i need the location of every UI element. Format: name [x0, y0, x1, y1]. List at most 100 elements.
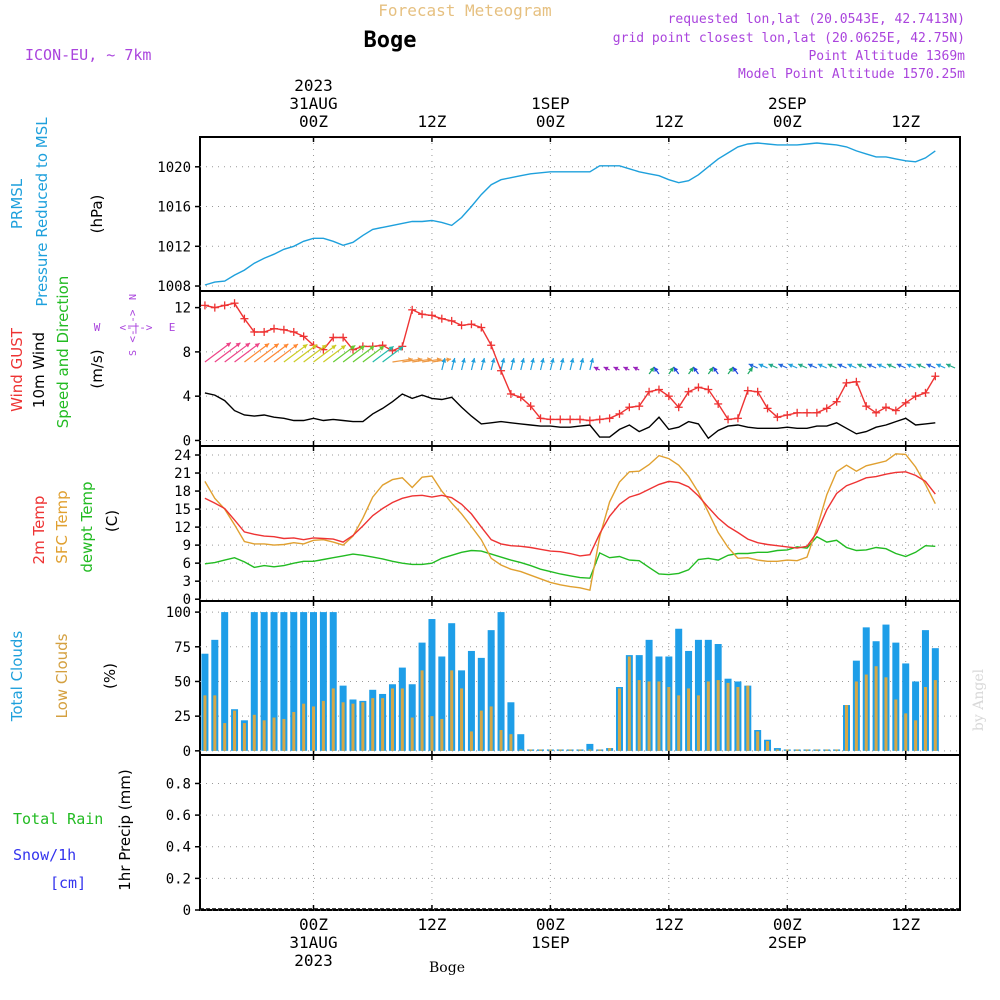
wind-direction-arrow [935, 363, 946, 369]
wind-direction-arrow [431, 357, 452, 363]
panel-temperature: 0 3 6 9 12 15 18 21 24 [174, 445, 961, 608]
time-label-bottom: 00Z [536, 915, 565, 934]
low-cloud-bar [736, 687, 740, 751]
model-altitude: Model Point Altitude 1570.25m [738, 67, 965, 82]
time-label-bottom: 00Z [299, 915, 328, 934]
low-cloud-bar [815, 749, 819, 751]
y-tick-label: 15 [174, 502, 191, 518]
temp-unit-label: (C) [103, 510, 121, 532]
arrow-head [896, 363, 902, 368]
gust-marker [427, 311, 436, 320]
arrow-head [579, 358, 585, 363]
gust-marker [210, 303, 219, 312]
wind-direction-arrow [234, 342, 261, 363]
arrow-head [589, 358, 595, 363]
wind-direction-arrow [837, 363, 847, 369]
y-tick-label: 18 [174, 484, 191, 500]
arrow-head [540, 358, 545, 363]
wind-direction-arrow [668, 366, 675, 375]
gust-marker [891, 406, 900, 415]
gust-marker [418, 310, 427, 319]
gust-marker [783, 411, 792, 419]
total-rain-label: Total Rain [13, 810, 103, 828]
y-tick-label: 0 [183, 433, 191, 449]
gust-marker [733, 414, 742, 423]
wind-direction-arrow [623, 366, 630, 372]
wind-direction-arrow [539, 357, 545, 371]
gust-marker [832, 397, 841, 406]
y-tick-label: 50 [174, 674, 191, 690]
arrow-head [877, 363, 882, 368]
gust-marker [220, 301, 229, 310]
compass-north: N [128, 294, 139, 300]
wind-direction-arrow [632, 366, 640, 372]
low-cloud-bar [696, 695, 700, 751]
total-cloud-bar [428, 619, 436, 751]
wind-speed-direction-label: Speed and Direction [54, 276, 72, 429]
arrow-head [471, 358, 476, 363]
arrow-head [778, 363, 784, 368]
panel-pressure: 1008 1012 1016 1020 [157, 136, 961, 295]
gust-marker [615, 409, 624, 418]
arrow-shaft [224, 342, 251, 363]
arrow-head [490, 358, 496, 363]
low-cloud-bar [539, 749, 543, 751]
gust-marker [546, 415, 555, 424]
arrow-shaft [362, 345, 385, 363]
y-tick-label: 100 [166, 605, 191, 621]
low-cloud-bar [292, 711, 296, 751]
low-cloud-bar [361, 702, 365, 751]
wind-direction-arrow [362, 345, 385, 363]
arrow-head [673, 367, 679, 372]
wind-direction-arrow [856, 363, 867, 369]
gust-marker [743, 386, 752, 395]
wind-direction-arrow [648, 366, 655, 375]
arrow-shaft [323, 344, 347, 363]
gust-marker [398, 342, 407, 351]
arrow-shaft [204, 342, 232, 363]
low-cloud-bar [529, 749, 533, 751]
gust-marker [822, 404, 831, 413]
gust-marker [477, 323, 486, 332]
arrow-shaft [273, 343, 299, 363]
low-cloud-bar [766, 741, 770, 751]
total-cloud-bar [438, 656, 446, 751]
low-cloud-bar [588, 749, 592, 751]
wind-direction-arrow [559, 357, 565, 371]
low-cloud-bar [430, 716, 434, 751]
arrow-head [857, 363, 863, 368]
y-tick-label: 21 [174, 466, 191, 482]
arrow-head [689, 367, 694, 372]
low-cloud-bar [598, 749, 602, 751]
arrow-head [847, 363, 853, 368]
low-cloud-bar [489, 706, 493, 751]
watermark: by Angel [971, 668, 987, 731]
gust-marker [872, 408, 881, 417]
gust-marker [506, 389, 515, 398]
arrow-shaft [332, 344, 356, 363]
total-cloud-bar [290, 612, 298, 751]
gust-marker [704, 385, 713, 394]
y-tick-label: 1020 [157, 160, 191, 176]
total-cloud-bar [675, 628, 683, 751]
low-cloud-bar [341, 702, 345, 751]
arrow-head [906, 363, 912, 368]
compass-south: S [128, 350, 139, 356]
forecast-meteogram-title: Forecast Meteogram [378, 1, 551, 20]
arrow-head [559, 358, 565, 363]
low-cloud-bar [894, 699, 898, 751]
low-cloud-bar [213, 695, 217, 751]
arrow-head [693, 367, 698, 372]
wind-direction-arrow [263, 343, 289, 363]
wind-direction-arrow [490, 357, 496, 371]
arrow-head [569, 358, 575, 363]
gust-marker [684, 387, 693, 396]
arrow-head [441, 358, 447, 363]
low-cloud-bar [371, 698, 375, 751]
arrow-head [633, 366, 639, 372]
arrow-shaft [263, 343, 289, 363]
time-label-top: 31AUG [289, 94, 337, 113]
time-label-top: 12Z [654, 112, 683, 131]
low-cloud-bar [440, 718, 444, 751]
wind-direction-arrow [787, 363, 798, 369]
